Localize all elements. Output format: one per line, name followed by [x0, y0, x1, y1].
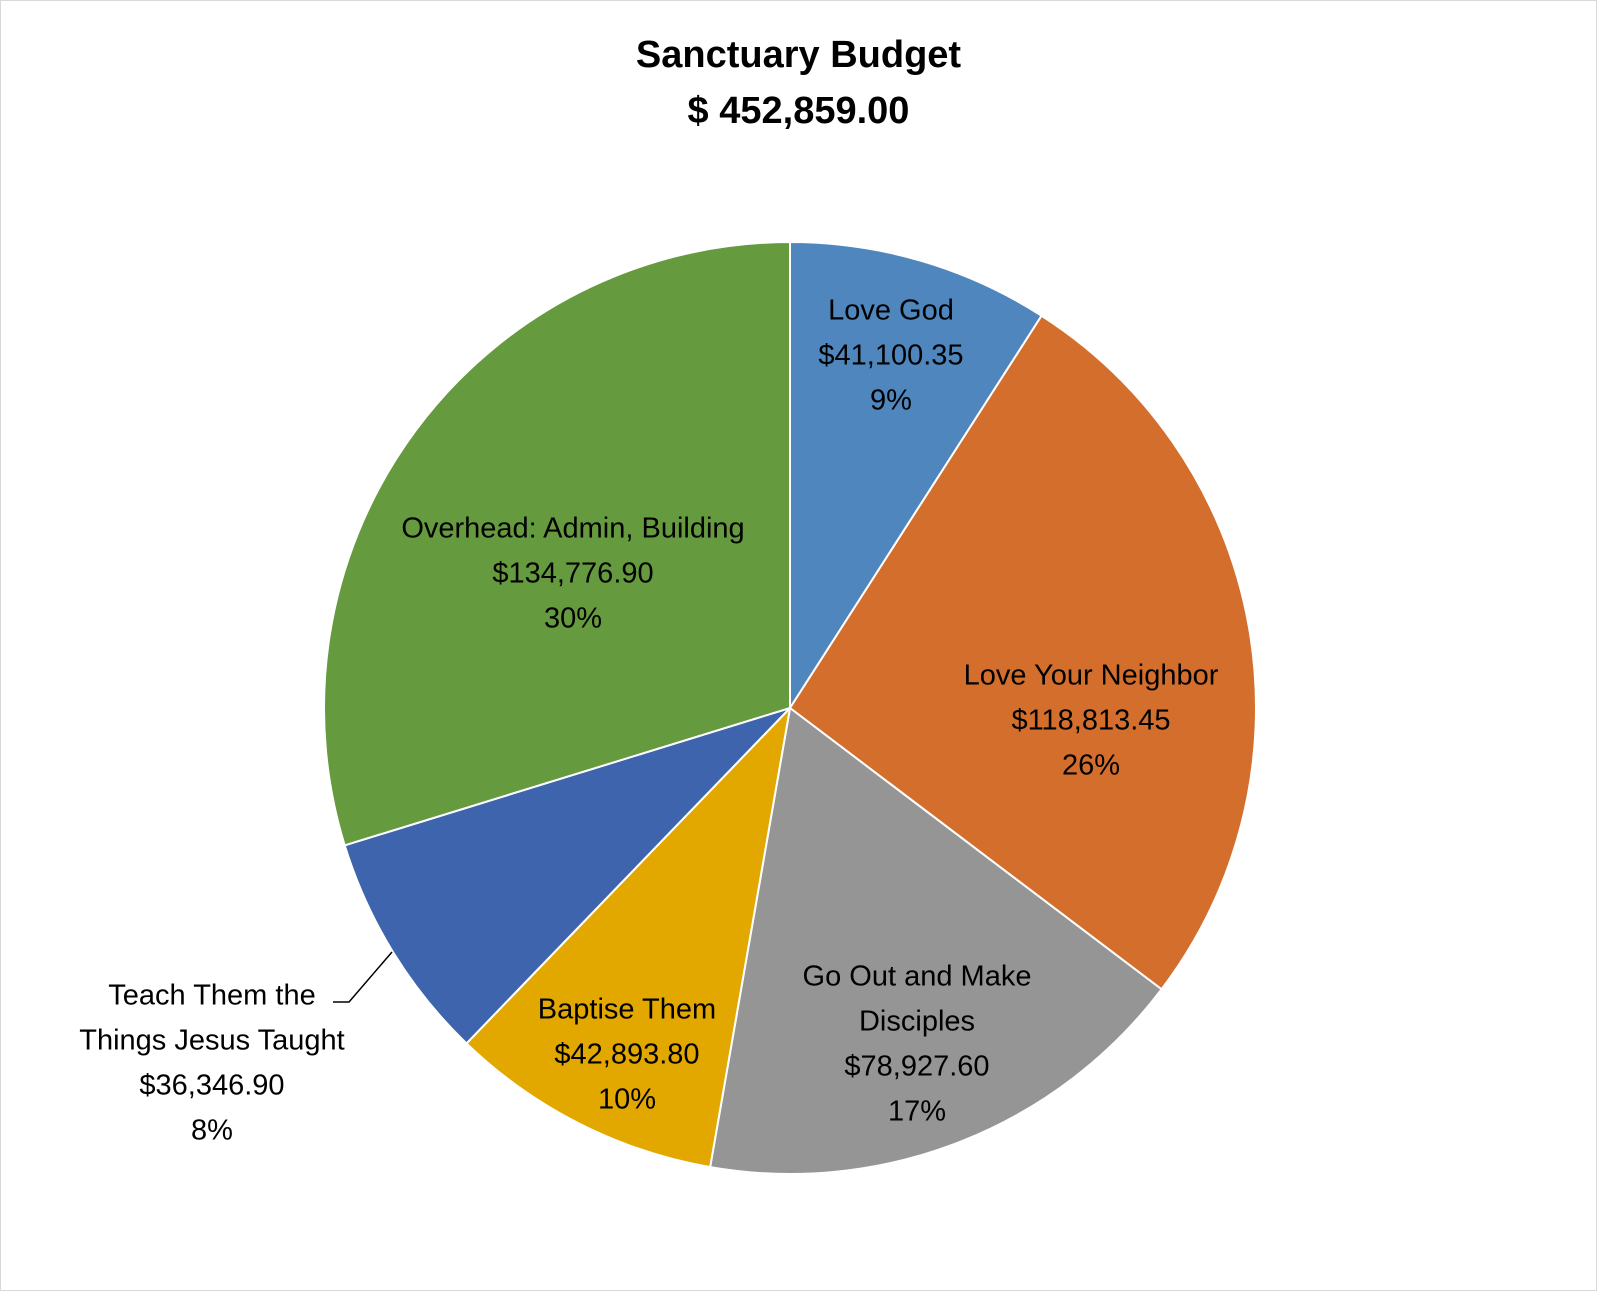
slice-value-label: $118,813.45: [1011, 705, 1170, 737]
slice-category-label: Love God: [828, 295, 954, 327]
slice-value-label: $36,346.90: [139, 1070, 284, 1102]
slice-value-label: $41,100.35: [818, 340, 963, 372]
pie-slice-4: [465, 704, 792, 1169]
slice-category-label: Overhead: Admin, Building: [401, 513, 744, 545]
slice-percent-label: 30%: [544, 603, 602, 635]
data-label-3: Go Out and Make Disciples $78,927.60 17%: [803, 961, 1032, 1128]
slice-category-label: Things Jesus Taught: [79, 1025, 344, 1057]
pie-slice-5: [343, 707, 791, 1045]
slice-value-label: $134,776.90: [492, 558, 653, 590]
leader-line: [333, 951, 393, 1003]
pie-slice-3: [708, 706, 1163, 1175]
slice-category-label: Baptise Them: [538, 994, 716, 1026]
slice-percent-label: 9%: [870, 385, 912, 417]
pie-slice-2: [788, 314, 1257, 991]
pie-slice-6: [323, 240, 791, 847]
slice-percent-label: 17%: [888, 1096, 946, 1128]
data-label-5: Teach Them the Things Jesus Taught $36,346…: [79, 980, 344, 1147]
slice-value-label: $78,927.60: [844, 1051, 989, 1083]
slice-percent-label: 10%: [598, 1084, 656, 1116]
slice-percent-label: 8%: [191, 1115, 233, 1147]
data-label-2: Love Your Neighbor $118,813.45 26%: [964, 660, 1219, 782]
pie-slice-1: [789, 240, 1043, 712]
slice-value-label: $42,893.80: [554, 1039, 699, 1071]
slice-category-label: Disciples: [859, 1006, 975, 1038]
data-label-1: Love God $41,100.35 9%: [818, 295, 963, 417]
slice-category-label: Teach Them the: [108, 980, 315, 1012]
slice-percent-label: 26%: [1062, 750, 1120, 782]
data-label-6: Overhead: Admin, Building $134,776.90 30%: [401, 513, 744, 635]
slice-category-label: Love Your Neighbor: [964, 660, 1219, 692]
chart-title: Sanctuary Budget: [635, 34, 962, 76]
slice-category-label: Go Out and Make: [803, 961, 1032, 993]
data-label-4: Baptise Them $42,893.80 10%: [538, 994, 716, 1116]
chart-subtitle: $ 452,859.00: [687, 90, 910, 132]
